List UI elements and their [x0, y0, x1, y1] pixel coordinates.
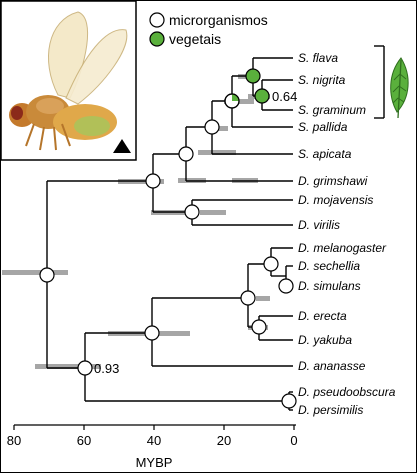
- axis-tick-label: 40: [147, 433, 161, 448]
- plant-legend-icon: [149, 31, 165, 47]
- taxon-labels: S. flava S. nigrita S. graminum S. palli…: [298, 51, 396, 417]
- plant-clade-bracket: [374, 45, 385, 119]
- microorganism-legend-icon: [149, 12, 165, 28]
- node-sech-sim: [278, 278, 294, 294]
- node-mel-sech-sim: [263, 256, 279, 272]
- axis-tick-label: 60: [77, 433, 91, 448]
- node-pseudoobscura: [281, 393, 297, 409]
- node-pallida-split: [224, 93, 240, 109]
- axis-title: MYBP: [136, 455, 173, 470]
- legend-microorganisms-label: microrganismos: [169, 12, 268, 28]
- taxon-label: D. mojavensis: [298, 193, 373, 207]
- axis-tick-label: 0: [290, 433, 297, 448]
- taxon-label: S. pallida: [298, 120, 348, 134]
- legend-plants-label: vegetais: [169, 31, 221, 47]
- node-root: [39, 267, 55, 283]
- taxon-label: D. melanogaster: [298, 241, 387, 255]
- tree-nodes: [39, 68, 297, 409]
- taxon-label: S. apicata: [298, 147, 352, 161]
- leaf-icon: [390, 57, 409, 119]
- support-value-graminum: 0.64: [272, 89, 297, 104]
- taxon-label: S. graminum: [298, 103, 366, 117]
- support-value-root: 0.93: [94, 361, 119, 376]
- legend: microrganismos vegetais: [149, 12, 268, 47]
- node-erecta-yakuba: [251, 319, 267, 335]
- taxon-label: D. simulans: [298, 279, 361, 293]
- node-scaptomyza-plant: [245, 68, 261, 84]
- node-grimshawi-split: [178, 146, 194, 162]
- fly-photo: [0, 0, 137, 161]
- taxon-label: D. yakuba: [298, 333, 352, 347]
- node-drosophila-lower: [77, 360, 93, 376]
- taxon-label: D. ananasse: [298, 359, 366, 373]
- triangle-marker: [113, 139, 131, 153]
- time-axis: 80 60 40 20 0 MYBP: [7, 424, 298, 470]
- node-apicata-split: [204, 119, 220, 135]
- node-mojavensis-virilis: [184, 204, 200, 220]
- tree-branches: [46, 57, 293, 411]
- node-nigrita-graminum: [254, 88, 270, 104]
- taxon-label: D. pseudoobscura: [298, 385, 396, 399]
- taxon-label: D. grimshawi: [298, 174, 368, 188]
- axis-tick-label: 20: [217, 433, 231, 448]
- taxon-label: D. erecta: [298, 309, 347, 323]
- axis-tick-label: 80: [7, 433, 21, 448]
- taxon-label: D. virilis: [298, 218, 340, 232]
- taxon-label: S. flava: [298, 51, 338, 65]
- node-mel-subgroup: [240, 290, 256, 306]
- taxon-label: S. nigrita: [298, 73, 346, 87]
- node-upper-clade: [145, 173, 161, 189]
- taxon-label: D. persimilis: [298, 403, 363, 417]
- node-melanogaster-group: [144, 325, 160, 341]
- taxon-label: D. sechellia: [298, 259, 360, 273]
